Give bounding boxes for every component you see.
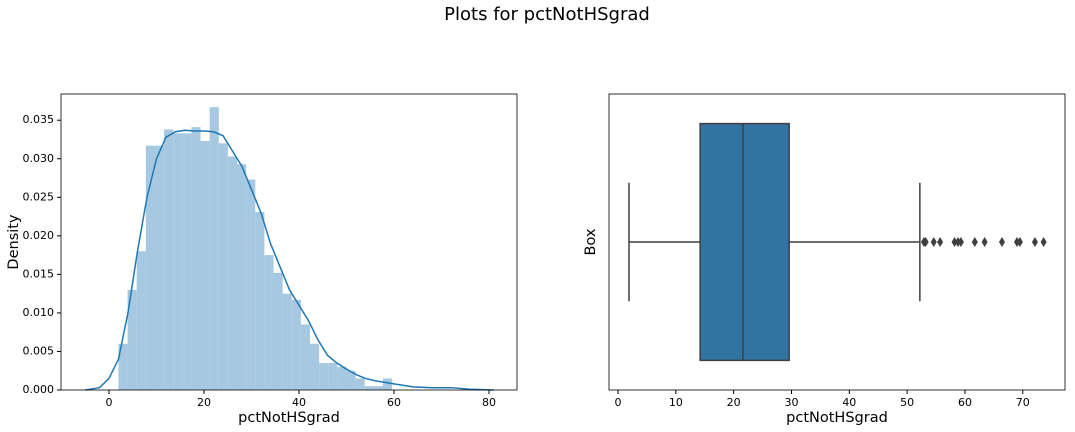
histogram-bar <box>291 299 301 390</box>
histogram-bar <box>182 133 192 390</box>
axes-frame <box>608 93 1066 391</box>
x-tick-label: 60 <box>958 396 972 409</box>
box <box>699 122 790 362</box>
histogram-bar <box>337 366 347 390</box>
x-tick-label: 70 <box>1016 396 1030 409</box>
x-tick-label: 0 <box>615 396 622 409</box>
y-tick-label: 0.000 <box>23 383 55 396</box>
histogram-bar <box>273 272 283 390</box>
histogram-bar <box>364 386 374 390</box>
outlier <box>998 237 1005 247</box>
histogram-bar <box>382 378 393 390</box>
outlier <box>951 237 958 247</box>
histogram-bar <box>200 141 210 390</box>
kde-line <box>85 129 494 391</box>
histogram-bar <box>173 133 183 390</box>
x-tick-label: 10 <box>669 396 683 409</box>
histogram-bar <box>237 164 247 390</box>
histogram-bar <box>227 156 238 390</box>
outlier <box>1040 237 1047 247</box>
x-tick-label: 40 <box>292 396 306 409</box>
outlier <box>957 237 964 247</box>
outlier <box>937 237 944 247</box>
histogram-bar <box>282 293 292 390</box>
histogram-bar <box>373 386 383 390</box>
histogram-bar <box>319 363 329 390</box>
x-tick-label: 60 <box>387 396 401 409</box>
x-tick-label: 20 <box>727 396 741 409</box>
histogram-bar <box>309 343 320 390</box>
histogram-bar <box>346 370 356 390</box>
histogram-bar <box>300 324 310 390</box>
outlier <box>922 237 929 247</box>
outlier <box>930 237 937 247</box>
histogram-bar <box>246 179 256 390</box>
y-tick-label: 0.015 <box>23 267 55 280</box>
x-axis-label: pctNotHSgrad <box>786 410 888 426</box>
histogram-bar <box>145 145 155 390</box>
y-axis-label: Box <box>583 228 599 255</box>
histogram-bar <box>127 289 137 390</box>
histogram-bar <box>164 129 174 391</box>
x-tick-label: 0 <box>105 396 112 409</box>
x-tick-label: 20 <box>197 396 211 409</box>
x-tick-label: 40 <box>842 396 856 409</box>
x-axis-label: pctNotHSgrad <box>238 410 340 426</box>
y-tick-label: 0.005 <box>23 344 55 357</box>
axes-frame <box>60 93 518 391</box>
y-tick-label: 0.035 <box>23 113 55 126</box>
histogram-bar <box>209 107 219 391</box>
y-tick-label: 0.030 <box>23 152 55 165</box>
outlier <box>1016 237 1023 247</box>
histogram-bar <box>118 343 128 390</box>
y-tick-label: 0.020 <box>23 229 55 242</box>
histogram-bar <box>255 211 265 390</box>
y-tick-label: 0.010 <box>23 306 55 319</box>
y-tick-label: 0.025 <box>23 190 55 203</box>
x-tick-label: 50 <box>900 396 914 409</box>
histogram-bar <box>355 378 365 390</box>
histogram-bar <box>218 143 228 390</box>
y-axis-label: Density <box>6 214 22 270</box>
histogram-bar <box>328 363 338 390</box>
outlier <box>1031 237 1038 247</box>
figure-title: Plots for pctNotHSgrad <box>444 4 650 25</box>
outlier <box>981 237 988 247</box>
outlier <box>971 237 978 247</box>
histogram-bar <box>136 251 146 390</box>
x-tick-label: 80 <box>482 396 496 409</box>
histogram-bar <box>154 145 165 390</box>
histogram-bar <box>264 255 274 390</box>
histogram-bar <box>191 127 201 390</box>
x-tick-label: 30 <box>784 396 798 409</box>
